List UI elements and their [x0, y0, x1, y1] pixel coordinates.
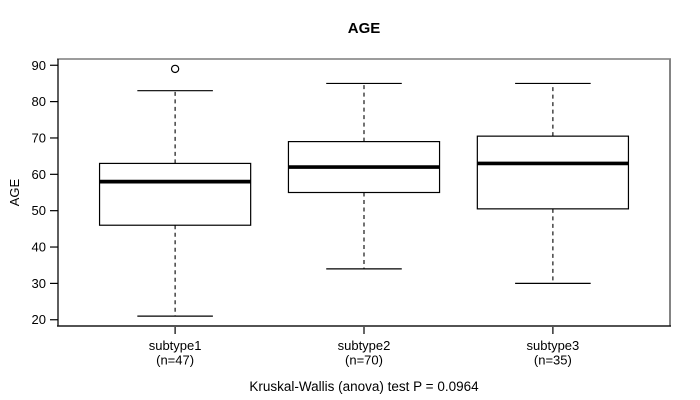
y-tick-label: 80: [32, 94, 46, 109]
outlier-point: [170, 64, 180, 74]
plot-frame: [57, 58, 671, 327]
boxplot-group: [98, 64, 252, 317]
x-group-sublabel: (n=70): [345, 353, 383, 368]
y-tick-label: 40: [32, 240, 46, 255]
boxplot-group: [476, 82, 630, 284]
iqr-box: [476, 135, 630, 210]
y-tick-label: 50: [32, 203, 46, 218]
x-axis: subtype1(n=47) subtype2(n=70) subtype3(n=3…: [149, 327, 580, 368]
x-group-label: subtype3: [527, 338, 580, 353]
x-group-label: subtype2: [338, 338, 391, 353]
y-tick-label: 60: [32, 167, 46, 182]
y-tick-label: 20: [32, 312, 46, 327]
chart-title: AGE: [348, 20, 381, 37]
boxplot-series: [98, 64, 630, 317]
y-axis: 20 30 40 50 60 70 80 90: [32, 58, 58, 327]
boxplot-group: [287, 82, 441, 270]
y-tick-label: 90: [32, 58, 46, 73]
x-group-sublabel: (n=35): [534, 353, 572, 368]
annotation-text: Kruskal-Wallis (anova) test P = 0.0964: [249, 379, 479, 394]
x-group-label: subtype1: [149, 338, 202, 353]
y-tick-label: 70: [32, 130, 46, 145]
iqr-box: [98, 162, 252, 226]
x-group-sublabel: (n=47): [156, 353, 194, 368]
y-tick-label: 30: [32, 276, 46, 291]
y-axis-title: AGE: [7, 178, 22, 206]
